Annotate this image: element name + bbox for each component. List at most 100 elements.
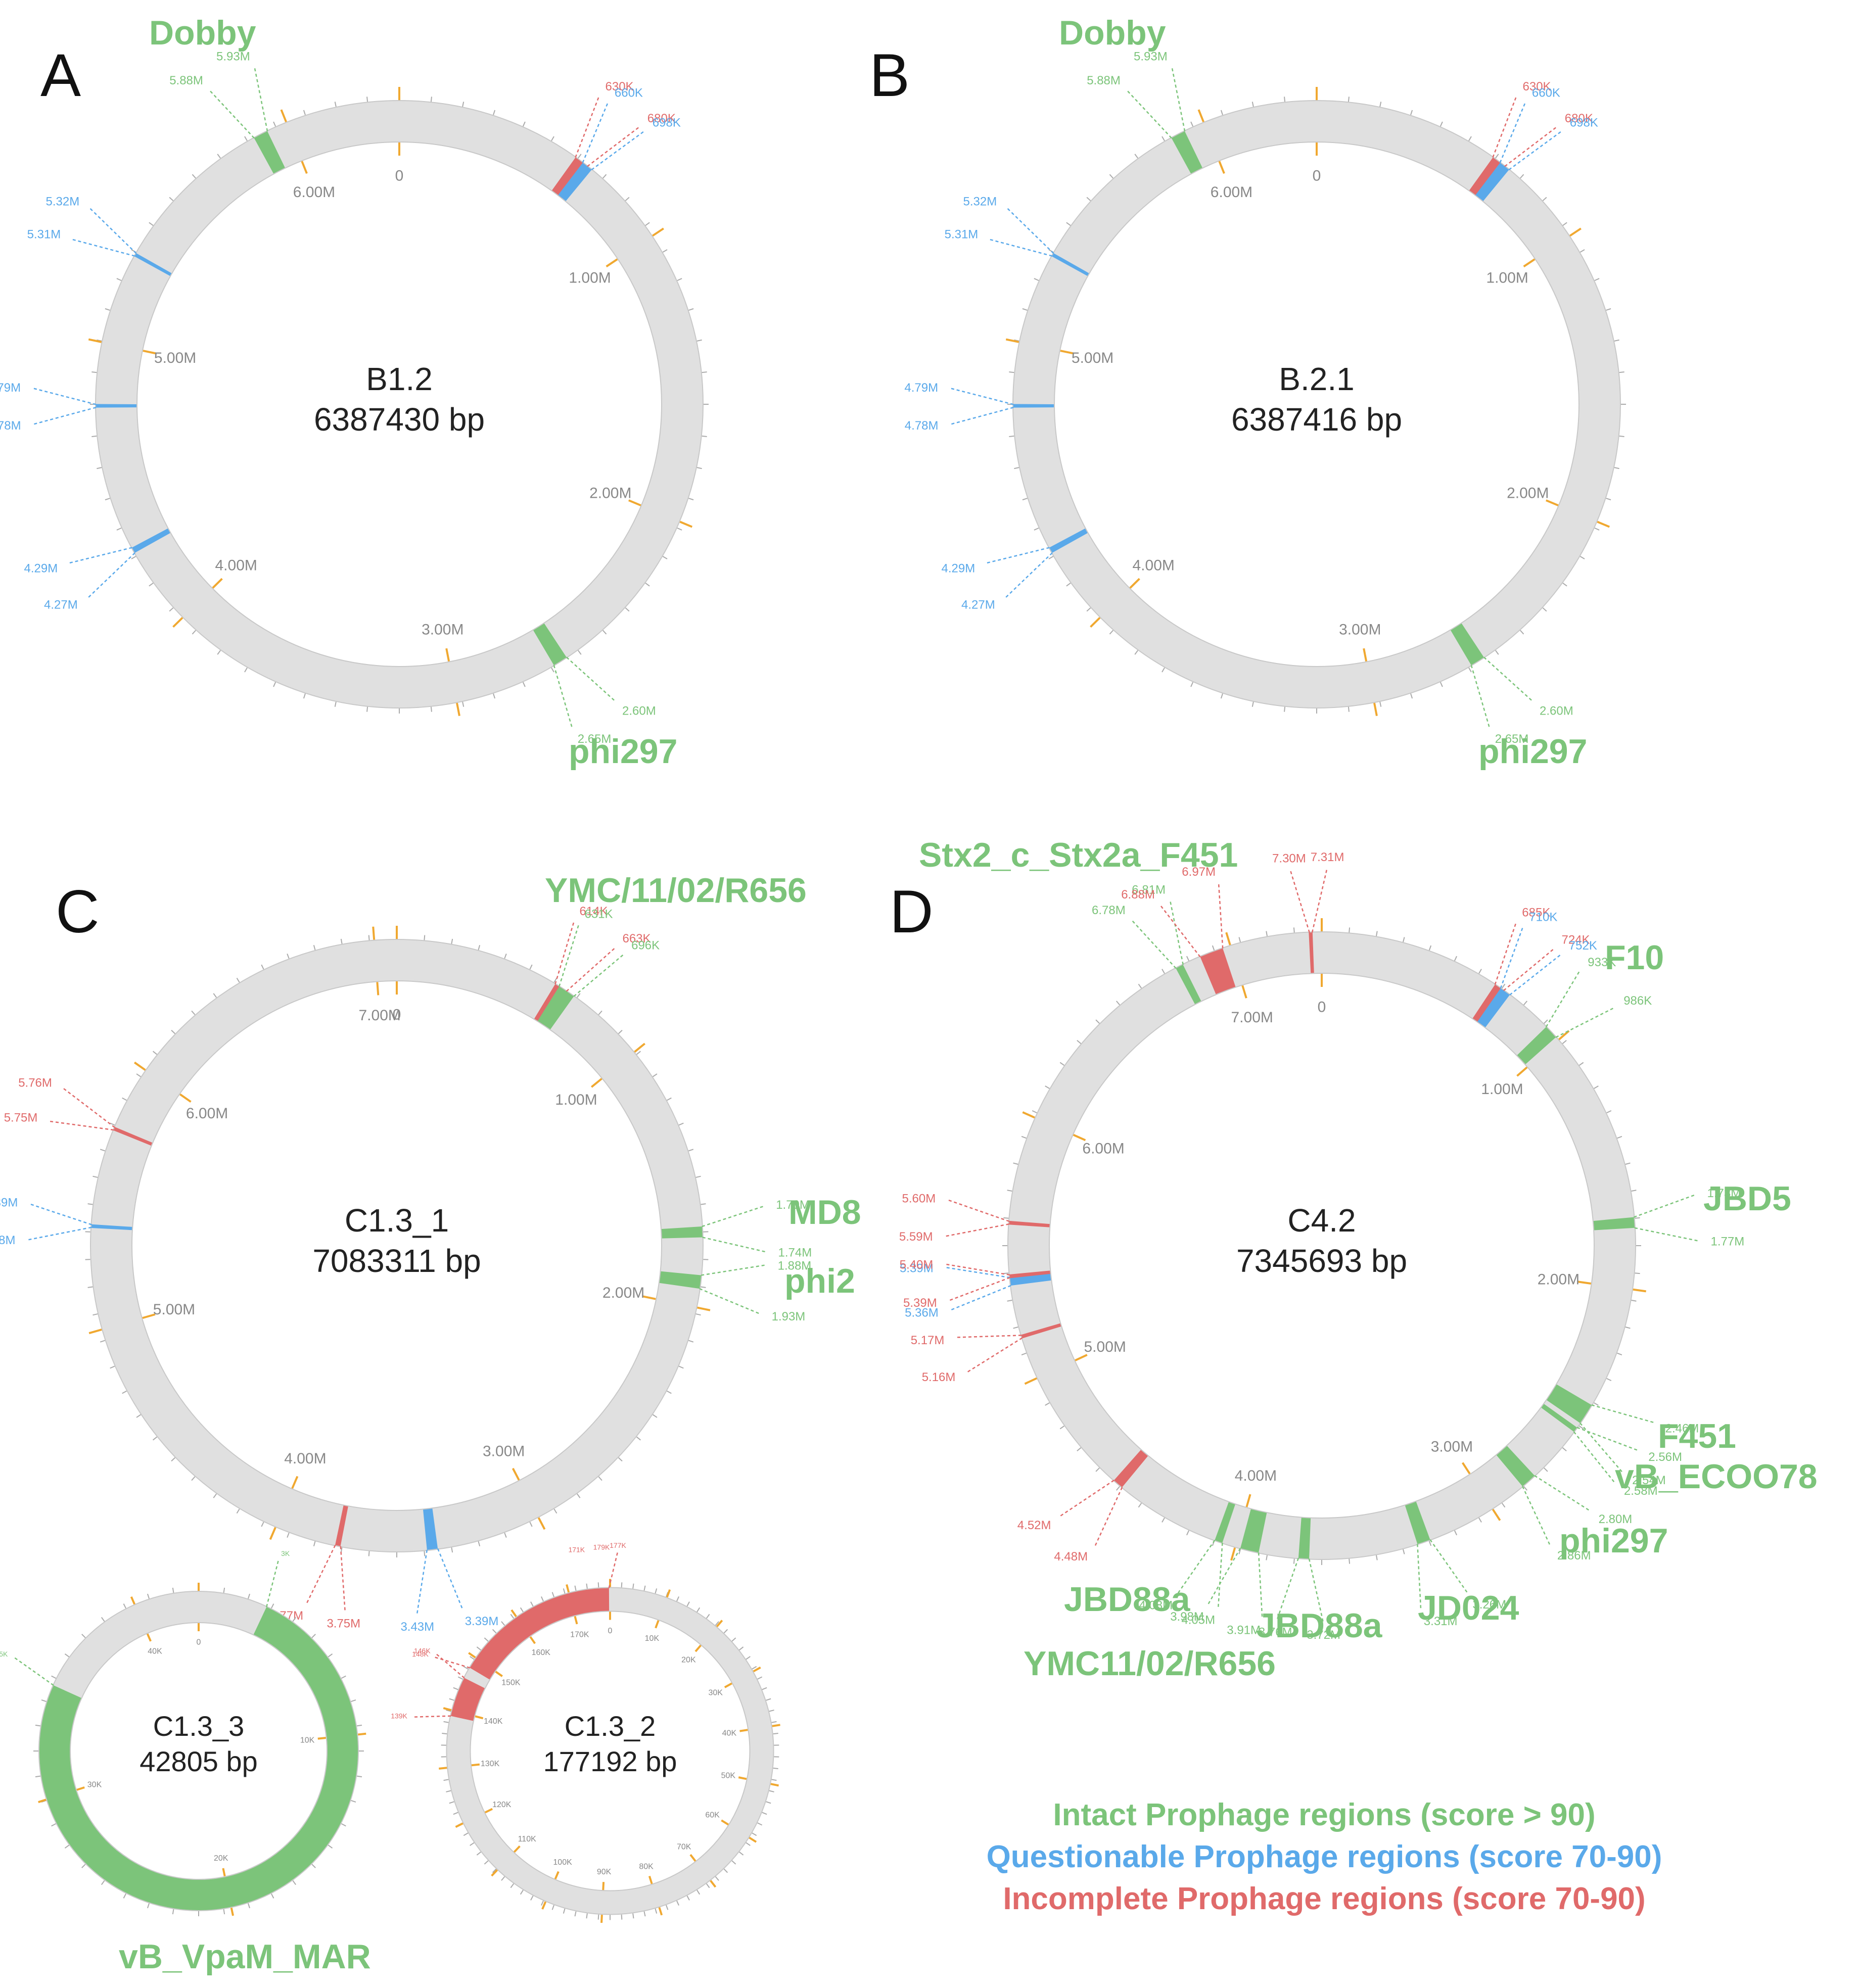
- legend-intact: Intact Prophage regions (score > 90): [1053, 1797, 1595, 1832]
- scale-label: 50K: [721, 1772, 736, 1780]
- minor-tick: [1594, 1085, 1599, 1089]
- minor-tick: [64, 1844, 70, 1849]
- region-coordinate-label: 3.98M: [1170, 1610, 1204, 1624]
- region-leader: [26, 1226, 92, 1241]
- minor-tick: [1059, 1062, 1065, 1066]
- scale-label: 150K: [501, 1679, 521, 1687]
- region-leader: [1555, 1007, 1616, 1038]
- region-leader: [435, 1653, 465, 1679]
- minor-tick: [602, 630, 607, 635]
- minor-tick: [1594, 278, 1600, 281]
- region-leader: [949, 407, 1014, 425]
- minor-tick: [1045, 1085, 1050, 1089]
- region-coordinate-label: 4.27M: [961, 598, 995, 612]
- region-leader: [988, 238, 1052, 257]
- minor-tick: [244, 667, 248, 673]
- region-leader: [1494, 921, 1517, 985]
- minor-tick: [1580, 249, 1585, 253]
- scale-label: 5.00M: [153, 1301, 195, 1318]
- minor-tick: [520, 1607, 524, 1613]
- minor-tick: [110, 1122, 115, 1126]
- minor-tick: [1095, 1468, 1100, 1472]
- minor-tick: [636, 1436, 641, 1441]
- region-leader: [416, 1549, 428, 1616]
- region-leader: [1004, 552, 1053, 599]
- minor-tick: [676, 1901, 679, 1906]
- minor-tick: [1379, 701, 1382, 707]
- region-leader: [575, 95, 600, 158]
- genome-name-c132: C1.3_2: [565, 1710, 656, 1742]
- region-coordinate-label: .39M: [0, 1196, 18, 1210]
- minor-tick: [122, 1097, 127, 1101]
- minor-tick: [702, 435, 707, 437]
- minor-tick: [446, 1710, 451, 1712]
- genome-size-b21: 6387416 bp: [1231, 401, 1402, 438]
- scale-label: 100K: [553, 1858, 572, 1867]
- minor-tick: [248, 1593, 250, 1599]
- minor-tick: [504, 953, 507, 959]
- minor-tick: [510, 1883, 515, 1888]
- minor-tick: [625, 197, 630, 201]
- scale-label: 120K: [492, 1801, 512, 1809]
- major-tick: [1597, 520, 1610, 528]
- minor-tick: [192, 174, 196, 179]
- region-intact: [537, 986, 574, 1030]
- minor-tick: [1562, 583, 1567, 587]
- region-intact: [1541, 1404, 1577, 1432]
- minor-tick: [340, 1547, 343, 1553]
- region-leader: [1509, 953, 1562, 996]
- region-intact: [1450, 623, 1484, 666]
- major-tick: [716, 1620, 723, 1628]
- phage-label-jbd88a-2: JBD88a: [1256, 1606, 1383, 1645]
- minor-tick: [122, 1390, 127, 1394]
- region-coordinate-label: 4.79M: [0, 381, 21, 395]
- major-tick-inner: [628, 499, 641, 506]
- region-coordinate-label: 4.08M: [1139, 1598, 1173, 1612]
- region-coordinate-label: 5.93M: [1134, 50, 1168, 63]
- minor-tick: [136, 1414, 141, 1418]
- minor-tick: [493, 110, 496, 115]
- region-leader: [946, 1199, 1010, 1222]
- scale-label: 1.00M: [1481, 1081, 1523, 1098]
- minor-tick: [1116, 1486, 1120, 1491]
- minor-tick: [678, 1365, 684, 1369]
- scale-label: 2.00M: [1507, 485, 1549, 502]
- minor-tick: [1021, 1352, 1027, 1356]
- minor-tick: [1580, 556, 1585, 559]
- region-coordinate-label: 680K: [647, 112, 676, 125]
- minor-tick: [1606, 498, 1611, 501]
- minor-tick: [64, 1653, 70, 1658]
- region-coordinate-label: 1.73M: [1707, 1187, 1741, 1200]
- minor-tick: [1520, 630, 1524, 635]
- major-tick-inner: [1060, 350, 1074, 355]
- minor-tick: [1162, 1518, 1165, 1523]
- scale-label: 1.00M: [569, 270, 611, 287]
- minor-tick: [261, 964, 264, 970]
- region-leader: [253, 66, 268, 131]
- region-leader: [947, 1276, 1010, 1302]
- minor-tick: [110, 1365, 115, 1369]
- minor-tick: [731, 1637, 736, 1642]
- minor-tick: [667, 1390, 672, 1394]
- minor-tick: [236, 1508, 240, 1514]
- region-leader: [48, 1120, 114, 1131]
- region-leader: [949, 387, 1014, 405]
- region-leader: [566, 656, 617, 702]
- region-questionable: [132, 528, 170, 553]
- major-tick-inner: [1546, 499, 1559, 506]
- minor-tick: [739, 1851, 744, 1856]
- minor-tick: [522, 121, 526, 127]
- minor-tick: [100, 1149, 106, 1152]
- minor-tick: [1086, 197, 1091, 201]
- minor-tick: [688, 1149, 694, 1152]
- major-tick: [172, 617, 183, 628]
- minor-tick: [1379, 102, 1382, 107]
- minor-tick: [430, 706, 432, 712]
- ring-backbone: [447, 1588, 773, 1914]
- major-tick-inner: [738, 1776, 747, 1780]
- major-tick: [772, 1724, 780, 1727]
- region-coordinate-label: 177K: [610, 1541, 626, 1549]
- scale-label: 4.00M: [215, 557, 257, 574]
- minor-tick: [51, 1675, 57, 1679]
- minor-tick: [1468, 667, 1472, 673]
